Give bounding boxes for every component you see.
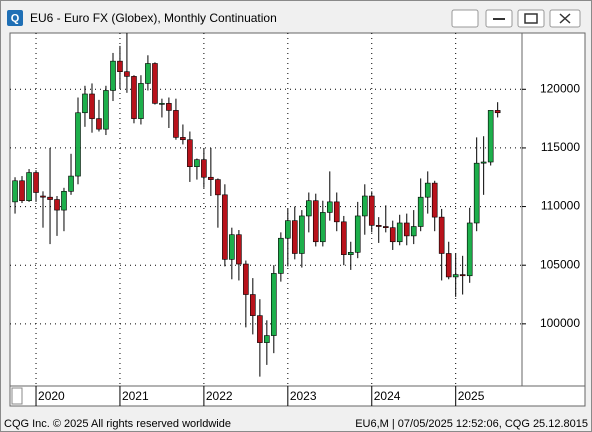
x-tick-label: 2025 bbox=[458, 389, 485, 403]
candle-body bbox=[250, 294, 256, 316]
candle-body bbox=[75, 112, 81, 177]
candle-body bbox=[117, 60, 123, 73]
candle-body bbox=[445, 253, 452, 278]
app-icon bbox=[7, 10, 23, 26]
candle-body bbox=[487, 110, 494, 163]
candle-body bbox=[40, 195, 46, 198]
candle-body bbox=[438, 216, 445, 254]
candle-body bbox=[152, 63, 158, 104]
candle-body bbox=[466, 222, 473, 277]
candle-body bbox=[208, 176, 214, 180]
x-tick-label: 2024 bbox=[374, 389, 401, 403]
candle-body bbox=[473, 162, 480, 224]
candle-body bbox=[320, 212, 326, 243]
candle-body bbox=[312, 200, 319, 243]
footer-right: EU6,M | 07/05/2025 12:52:06, CQG 25.12.8… bbox=[355, 418, 588, 430]
candle-body bbox=[396, 222, 403, 243]
candle-body bbox=[12, 180, 18, 203]
candle-body bbox=[145, 63, 151, 84]
candle-body bbox=[299, 215, 305, 254]
candle-body bbox=[431, 182, 438, 218]
candle-body bbox=[480, 161, 487, 164]
candle-body bbox=[82, 93, 88, 114]
candle-body bbox=[61, 191, 67, 211]
candle-body bbox=[180, 137, 186, 141]
y-tick-label: 115000 bbox=[541, 140, 580, 154]
candle-body bbox=[159, 103, 165, 105]
candle-body bbox=[103, 90, 109, 130]
candle-body bbox=[236, 234, 242, 265]
candle-body bbox=[494, 110, 501, 114]
window-title: EU6 - Euro FX (Globex), Monthly Continua… bbox=[30, 11, 277, 25]
candle-body bbox=[19, 180, 25, 202]
candle-body bbox=[187, 139, 193, 167]
candle-body bbox=[354, 215, 361, 253]
candle-body bbox=[375, 225, 382, 227]
candle-body bbox=[89, 93, 95, 119]
candle-body bbox=[243, 263, 249, 295]
time-axis bbox=[9, 385, 586, 407]
candle-body bbox=[271, 273, 277, 336]
candle-body bbox=[54, 199, 60, 211]
candle-body bbox=[222, 194, 228, 260]
y-tick-label: 105000 bbox=[540, 257, 580, 271]
candle-body bbox=[285, 220, 291, 239]
candle-body bbox=[452, 274, 459, 278]
y-tick-label: 120000 bbox=[540, 81, 580, 95]
candle-body bbox=[201, 159, 207, 178]
candle-body bbox=[131, 76, 137, 119]
candle-body bbox=[326, 201, 333, 213]
candle-body bbox=[124, 71, 130, 77]
candle-body bbox=[138, 83, 144, 119]
plot-area bbox=[9, 32, 523, 387]
candle-body bbox=[347, 252, 354, 255]
y-tick-label: 110000 bbox=[541, 199, 580, 213]
candle-body bbox=[68, 175, 74, 192]
candle-body bbox=[26, 172, 32, 202]
candle-body bbox=[361, 195, 368, 217]
candle-body bbox=[417, 196, 424, 227]
candle-body bbox=[459, 274, 466, 277]
candle-body bbox=[194, 159, 200, 167]
candle-body bbox=[341, 221, 347, 255]
candle-body bbox=[410, 226, 417, 237]
candle-body bbox=[382, 226, 389, 228]
candle-body bbox=[389, 227, 396, 243]
candle-body bbox=[96, 118, 102, 130]
x-tick-label: 2020 bbox=[38, 389, 65, 403]
candle-body bbox=[306, 200, 312, 217]
candle-body bbox=[278, 237, 284, 274]
candle-body bbox=[333, 201, 340, 223]
candle-body bbox=[424, 182, 431, 198]
maximize-glyph bbox=[524, 13, 538, 24]
app-icon-glyph: Q bbox=[11, 12, 20, 24]
y-tick-label: 100000 bbox=[540, 316, 580, 330]
candle-body bbox=[33, 172, 39, 193]
x-tick-label: 2022 bbox=[206, 389, 233, 403]
candle-body bbox=[229, 234, 235, 260]
candle-body bbox=[173, 110, 179, 138]
candle-body bbox=[403, 222, 410, 237]
close-glyph bbox=[559, 13, 571, 24]
candle-body bbox=[47, 196, 53, 200]
candle-body bbox=[264, 335, 270, 343]
footer-left: CQG Inc. © 2025 All rights reserved worl… bbox=[4, 418, 231, 430]
link-button[interactable] bbox=[451, 9, 479, 28]
x-tick-label: 2021 bbox=[122, 389, 149, 403]
maximize-button[interactable] bbox=[517, 9, 545, 28]
scroll-thumb[interactable] bbox=[11, 387, 23, 405]
candle-body bbox=[368, 195, 375, 226]
x-tick-label: 2023 bbox=[290, 389, 317, 403]
candle-body bbox=[110, 60, 116, 91]
candle-body bbox=[215, 179, 221, 196]
candle-body bbox=[166, 103, 172, 111]
candle-body bbox=[257, 315, 263, 343]
candle-body bbox=[291, 220, 298, 254]
